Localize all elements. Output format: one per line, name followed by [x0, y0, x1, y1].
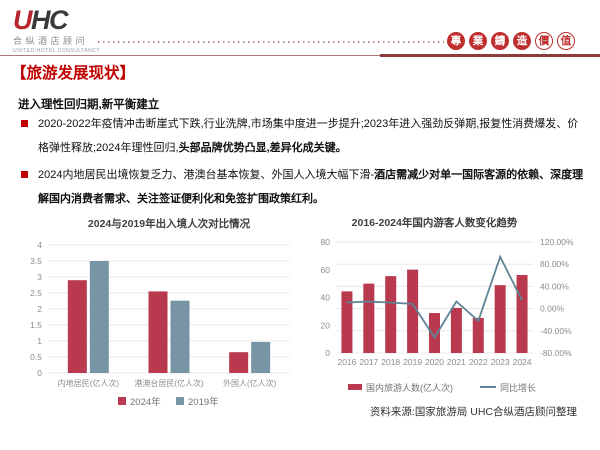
bar-2024	[516, 275, 528, 353]
chart-text: -40.00%	[540, 326, 572, 336]
chart-text: 2020	[425, 357, 444, 367]
logo-chinese-name: 合纵酒店顾问	[13, 36, 89, 46]
chart-text: 40	[321, 293, 331, 303]
header-dotted-divider	[98, 41, 444, 43]
bar-2023	[494, 285, 506, 353]
chart-text: -80.00%	[540, 348, 572, 358]
chart-domestic-tourist-trend: 120.00% 80.00% 40.00% 0.00% -40.00% -80.00% 80…	[321, 216, 574, 393]
bullet-text-segment: 酒店需减少对单一国际客源的依赖、深度理解国内消费者需求、关注签证便利化和免签扩围…	[38, 169, 584, 205]
bullet-item: 2020-2022年疫情冲击断崖式下跌,行业洗牌,市场集中度进一步提升;2023…	[20, 112, 586, 160]
chart-text: 4	[37, 240, 42, 250]
header-rule-thin	[0, 55, 600, 56]
chart-text: 0	[325, 348, 330, 358]
section-subtitle: 进入理性回归期,新平衡建立	[18, 99, 160, 111]
bullet-item: 2024内地居民出境恢复乏力、港澳台基本恢复、外国人入境大幅下滑-酒店需减少对单…	[20, 163, 586, 211]
chart-text: 40.00%	[540, 281, 569, 291]
bar-2019-外国人(亿人次)	[251, 341, 271, 373]
logo-english-name: UNITED-HOTEL CONSULTANCY	[13, 48, 101, 54]
bar-2022	[472, 317, 484, 353]
legend-swatch	[118, 397, 126, 405]
bar-2024-外国人(亿人次)	[229, 352, 249, 373]
bar-2018	[385, 276, 397, 353]
page-title: 【旅游发展现状】	[11, 65, 136, 82]
bullet-list: 2020-2022年疫情冲击断崖式下跌,行业洗牌,市场集中度进一步提升;2023…	[20, 112, 586, 214]
chart-text: 2	[37, 304, 42, 314]
chart-text: 2019	[403, 357, 422, 367]
chart-text: 2016	[337, 357, 356, 367]
bar-2016	[341, 291, 353, 353]
bullet-text-segment: 2020-2022年疫情冲击断崖式下跌,行业洗牌,市场集中度进一步提升;2023…	[38, 118, 579, 154]
chart-text: 2019年	[188, 396, 219, 408]
bar-2019	[407, 269, 419, 353]
source-note: 资料来源:国家旅游局 UHC合纵酒店顾问整理	[369, 406, 577, 418]
chart-text: 1	[37, 336, 42, 346]
logo-acronym: UHC	[13, 5, 133, 35]
seal-icon: 專	[447, 32, 465, 50]
chart-inbound-outbound-comparison: 0 0.5 1 1.5 2 2.5 3 3.5 4 2024与2019年出入境人次对比情况内地居民…	[30, 217, 290, 408]
logo-acronym-accent: U	[13, 5, 33, 35]
chart-text: 20	[321, 320, 331, 330]
bar-2019-港澳台居民(亿人次)	[170, 300, 190, 373]
yoy-growth-line	[346, 254, 523, 340]
bullet-marker-icon	[21, 120, 28, 127]
chart-text: 外国人(亿人次)	[223, 378, 277, 388]
motto-seals: 專業鑄造價值	[447, 32, 575, 50]
chart-text: 120.00%	[540, 237, 574, 247]
chart-text: 2.5	[30, 288, 42, 298]
bar-2019-内地居民(亿人次)	[89, 261, 109, 373]
bullet-marker-icon	[21, 171, 28, 178]
seal-icon: 鑄	[491, 32, 509, 50]
bar-2024-港澳台居民(亿人次)	[148, 291, 168, 373]
chart-text: 港澳台居民(亿人次)	[134, 378, 204, 388]
uhc-logo: UHC 合纵酒店顾问 UNITED-HOTEL CONSULTANCY	[13, 5, 133, 55]
chart-text: 2024年	[130, 396, 161, 408]
chart-text: 60	[321, 265, 331, 275]
bar-2024-内地居民(亿人次)	[67, 280, 87, 373]
bar-2017	[363, 283, 375, 353]
chart-text: 0.00%	[540, 304, 565, 314]
bar-2020	[429, 313, 440, 353]
chart-text: 1.5	[30, 320, 42, 330]
chart-text: 3	[37, 272, 42, 282]
chart-text: 80	[321, 237, 331, 247]
chart-text: 2024	[513, 357, 532, 367]
chart-text: 2022	[469, 357, 488, 367]
chart-text: 同比增长	[500, 382, 536, 393]
seal-icon: 造	[513, 32, 531, 50]
bullet-text-segment: 头部品牌优势凸显,差异化成关键。	[178, 142, 347, 154]
seal-icon: 業	[469, 32, 487, 50]
seal-icon: 值	[557, 32, 575, 50]
chart-text: 0	[37, 368, 42, 378]
chart-text: 国内旅游人数(亿人次)	[366, 382, 453, 393]
chart-text: 2017	[359, 357, 378, 367]
chart-text: 3.5	[30, 256, 42, 266]
legend-swatch	[348, 384, 362, 390]
bullet-text-segment: 2024内地居民出境恢复乏力、港澳台基本恢复、外国人入境大幅下滑-	[38, 169, 375, 181]
chart-text: 2018	[381, 357, 400, 367]
seal-icon: 價	[535, 32, 553, 50]
bar-2021	[450, 307, 462, 353]
header-rule-thick	[380, 54, 600, 57]
chart-text: 2016-2024年国内游客人数变化趋势	[352, 216, 518, 229]
chart-text: 2024与2019年出入境人次对比情况	[88, 217, 251, 230]
chart-text: 内地居民(亿人次)	[58, 378, 120, 388]
chart-text: 2021	[447, 357, 466, 367]
logo-acronym-rest: HC	[31, 5, 69, 35]
chart-text: 80.00%	[540, 259, 569, 269]
chart-text: 0.5	[30, 352, 42, 362]
legend-swatch	[176, 397, 184, 405]
chart-text: 2023	[491, 357, 510, 367]
